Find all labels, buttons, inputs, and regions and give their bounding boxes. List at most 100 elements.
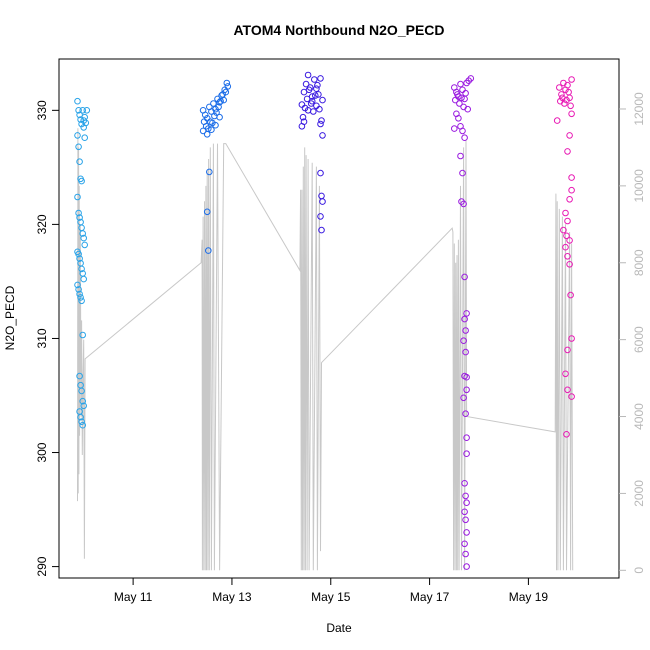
data-point — [564, 81, 571, 89]
data-point — [199, 127, 207, 135]
data-point — [74, 97, 81, 105]
data-point — [305, 86, 313, 94]
data-point — [568, 186, 575, 194]
data-point — [567, 291, 574, 299]
data-point — [456, 100, 463, 107]
data-point — [310, 108, 317, 115]
y2-tick-label: 2000 — [632, 480, 646, 507]
data-point — [208, 126, 215, 133]
data-point — [568, 335, 575, 342]
data-point — [78, 418, 85, 426]
data-point — [76, 290, 83, 298]
y-axis-label: N2O_PECD — [3, 285, 17, 350]
data-point — [77, 413, 84, 421]
data-point — [205, 247, 212, 254]
data-point — [302, 80, 310, 88]
data-point — [75, 250, 82, 258]
data-point — [221, 86, 228, 94]
data-point — [462, 327, 469, 334]
data-point — [463, 529, 470, 536]
data-point — [83, 107, 91, 114]
data-point — [74, 281, 81, 289]
data-point — [463, 386, 470, 394]
data-point — [315, 91, 322, 98]
data-point — [76, 158, 83, 165]
data-point — [467, 75, 475, 82]
data-point — [317, 213, 324, 220]
data-point — [300, 118, 308, 125]
data-point — [75, 143, 82, 151]
x-tick-label: May 19 — [509, 590, 549, 604]
data-point — [553, 117, 561, 124]
data-point — [455, 115, 462, 122]
data-point — [318, 117, 325, 124]
data-point — [80, 234, 87, 242]
data-point — [566, 132, 573, 139]
data-point — [78, 297, 85, 305]
data-point — [563, 431, 570, 438]
x-axis: May 11 May 13 May 15 May 17 May 19 — [114, 578, 549, 604]
data-point — [460, 337, 467, 345]
data-point — [201, 111, 209, 119]
data-point — [313, 85, 320, 92]
data-point — [308, 97, 316, 105]
data-point — [313, 102, 320, 110]
data-point — [568, 393, 575, 400]
data-point — [81, 134, 88, 141]
data-point — [298, 101, 306, 108]
altitude-line-layer — [77, 128, 574, 571]
data-point — [317, 120, 324, 128]
data-point — [223, 79, 231, 87]
data-point — [564, 217, 571, 225]
data-point — [460, 200, 467, 208]
data-point — [463, 563, 470, 570]
y2-tick-label: 12000 — [632, 92, 646, 126]
altitude-line — [77, 128, 574, 571]
data-point — [457, 80, 464, 88]
x-tick-label: May 15 — [311, 590, 351, 604]
data-point — [79, 421, 86, 429]
data-point — [454, 91, 461, 98]
data-point — [318, 226, 325, 234]
data-point — [563, 232, 570, 240]
data-point — [216, 113, 223, 121]
data-point — [79, 331, 86, 339]
plot-frame — [58, 58, 620, 579]
data-point — [562, 243, 569, 251]
data-point — [212, 121, 219, 129]
x-tick-label: May 11 — [114, 590, 153, 604]
data-point — [566, 237, 573, 244]
data-point — [78, 120, 85, 128]
data-point — [463, 450, 470, 458]
y2-tick-label: 8000 — [632, 249, 646, 276]
x-tick-label: May 17 — [410, 590, 450, 604]
data-point — [459, 169, 466, 177]
data-point — [461, 540, 468, 548]
data-point — [76, 214, 83, 221]
data-point — [74, 193, 81, 201]
data-point — [203, 131, 211, 138]
data-point — [317, 75, 324, 82]
data-point — [463, 310, 470, 317]
data-point — [568, 174, 575, 181]
data-point — [463, 499, 470, 507]
data-point — [76, 255, 83, 262]
data-point — [459, 127, 466, 135]
data-point — [452, 96, 459, 104]
data-point — [462, 550, 469, 558]
data-point — [459, 86, 466, 94]
data-point — [311, 76, 318, 83]
data-point — [464, 105, 472, 113]
data-point — [76, 372, 83, 380]
data-point — [460, 394, 467, 402]
data-point — [203, 208, 211, 216]
data-point — [75, 107, 82, 114]
data-point — [564, 252, 571, 260]
y-tick-label: 320 — [35, 214, 49, 234]
y-axis-right: 0 2000 4000 6000 8000 10000 12000 — [619, 92, 646, 574]
data-point — [206, 168, 213, 176]
data-point — [210, 100, 217, 107]
data-point — [80, 402, 87, 410]
data-point — [77, 294, 84, 301]
